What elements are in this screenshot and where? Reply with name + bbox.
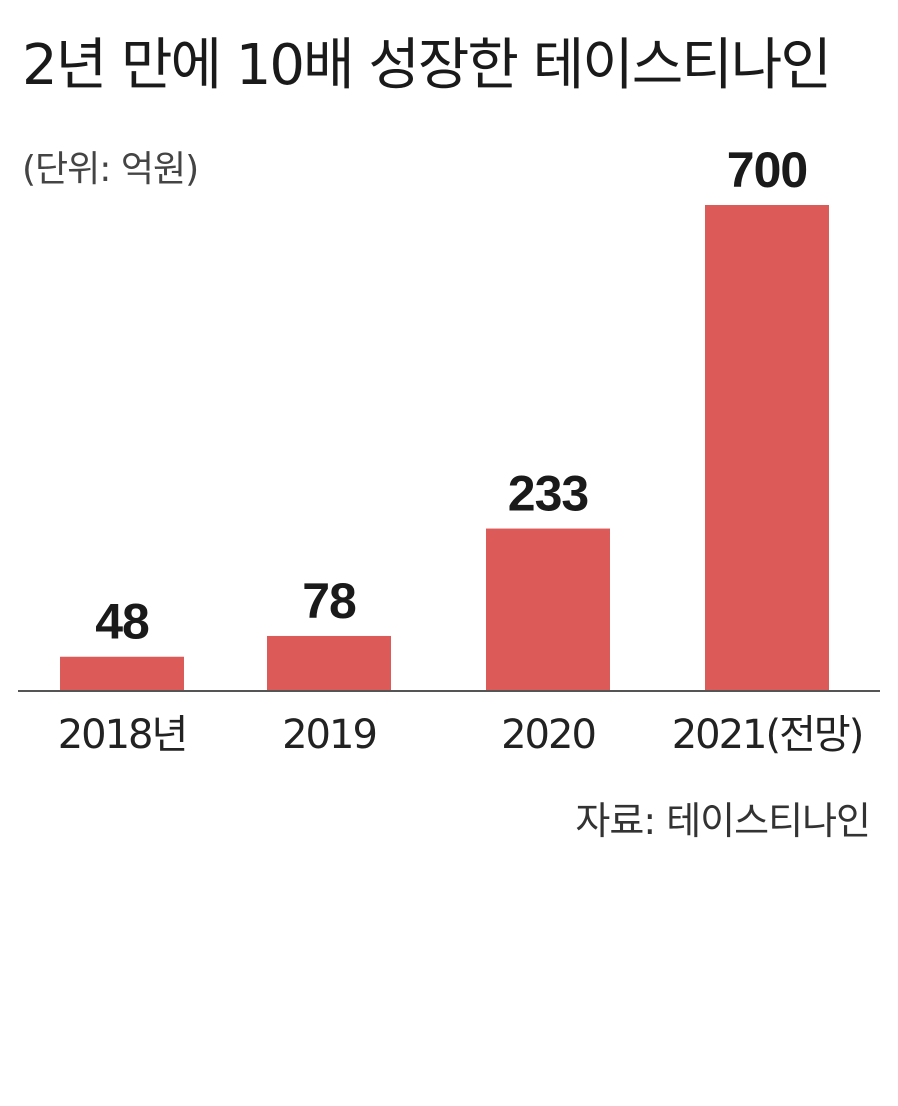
bar-2 bbox=[267, 635, 391, 690]
x-tick-label-2: 2019 bbox=[282, 712, 376, 758]
value-labels-layer: 48 78 233 700 bbox=[95, 142, 808, 650]
x-tick-label-4: 2021(전망) bbox=[672, 712, 863, 758]
bar-1 bbox=[60, 656, 184, 690]
bars-layer bbox=[60, 205, 829, 690]
chart-title: 2년 만에 10배 성장한 테이스티나인 bbox=[22, 33, 832, 98]
value-label-3: 233 bbox=[508, 466, 588, 522]
unit-label: (단위: 억원) bbox=[22, 149, 199, 190]
x-tick-labels-layer: 2018년 2019 2020 2021(전망) bbox=[58, 712, 865, 758]
bar-3 bbox=[486, 528, 610, 690]
source-note: 자료: 테이스티나인 bbox=[575, 799, 871, 843]
value-label-2: 78 bbox=[302, 573, 356, 629]
bar-4 bbox=[705, 205, 829, 690]
x-tick-label-3: 2020 bbox=[501, 712, 595, 758]
value-label-4: 700 bbox=[727, 142, 807, 198]
value-label-1: 48 bbox=[95, 594, 149, 650]
x-tick-label-1: 2018년 bbox=[58, 712, 187, 758]
